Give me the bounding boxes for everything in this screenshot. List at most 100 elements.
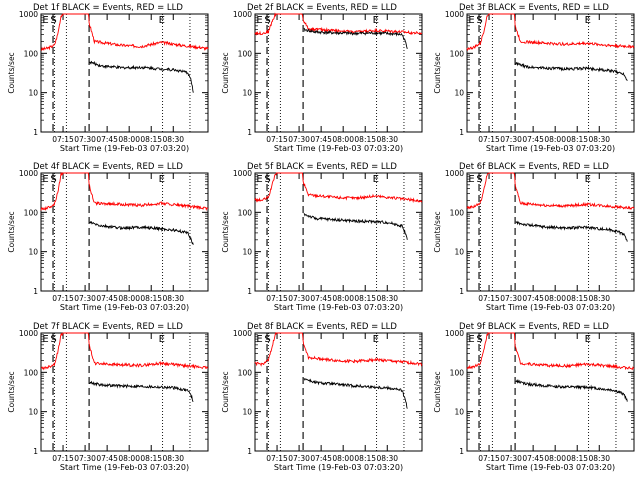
x-tick-label: 07:30 (500, 294, 522, 303)
x-tick-label: 07:45 (96, 294, 118, 303)
plot-title: Det 7f BLACK = Events, RED = LLD (33, 322, 183, 332)
x-axis-label: Start Time (19-Feb-03 07:03:20) (60, 144, 189, 153)
x-tick-label: 08:00 (332, 454, 354, 463)
x-tick-label: 08:00 (544, 454, 566, 463)
events-series-line (303, 378, 408, 409)
x-tick-label: 07:45 (310, 135, 332, 144)
y-axis-label: Counts/sec (7, 211, 16, 252)
plot-det-6: Det 6f BLACK = Events, RED = LLD 1 10 100 10… (433, 162, 635, 312)
marker-letter: E (585, 15, 591, 26)
lld-series-line (40, 171, 209, 211)
events-series-line (89, 380, 194, 402)
plot-frame (466, 332, 635, 452)
y-tick-label: 1000 (445, 10, 464, 19)
marker-letter: S (50, 15, 56, 26)
x-tick-label: 08:30 (376, 454, 398, 463)
x-tick-label: 07:30 (288, 454, 310, 463)
marker-letter: E (468, 15, 474, 26)
x-tick-label: 08:30 (376, 135, 398, 144)
x-tick-label: 08:15 (354, 454, 376, 463)
x-tick-label: 07:15 (52, 454, 74, 463)
x-tick-label: 08:00 (332, 294, 354, 303)
x-tick-label: 07:15 (52, 135, 74, 144)
x-tick-label: 07:30 (288, 294, 310, 303)
events-series-line (89, 60, 194, 93)
x-axis-label: Start Time (19-Feb-03 07:03:20) (486, 144, 615, 153)
x-tick-label: 07:15 (478, 294, 500, 303)
plot-frame (466, 13, 635, 133)
marker-letter: E (256, 334, 262, 345)
y-tick-label: 1000 (445, 169, 464, 178)
y-tick-label: 10 (242, 89, 252, 98)
y-tick-label: 10 (454, 89, 464, 98)
y-tick-label: 1000 (19, 329, 38, 338)
events-series-line (303, 27, 408, 50)
x-axis-label: Start Time (19-Feb-03 07:03:20) (486, 463, 615, 472)
y-tick-label: 1 (247, 447, 252, 456)
y-tick-label: 100 (24, 49, 39, 58)
y-axis-label: Counts/sec (7, 52, 16, 93)
y-tick-label: 10 (454, 408, 464, 417)
y-tick-label: 10 (242, 408, 252, 417)
y-tick-label: 1 (459, 447, 464, 456)
x-tick-label: 08:30 (376, 294, 398, 303)
marker-letter: E (373, 15, 379, 26)
y-axis-label: Counts/sec (433, 52, 442, 93)
y-tick-label: 10 (242, 248, 252, 257)
x-tick-label: 08:15 (566, 294, 588, 303)
plot-det-8: Det 8f BLACK = Events, RED = LLD 1 10 100 10… (221, 322, 423, 472)
marker-letter: S (476, 334, 482, 345)
y-tick-label: 1000 (19, 10, 38, 19)
plot-det-9: Det 9f BLACK = Events, RED = LLD 1 10 100 10… (433, 322, 635, 472)
y-tick-label: 100 (450, 49, 465, 58)
marker-letter: E (159, 15, 165, 26)
plot-det-1: Det 1f BLACK = Events, RED = LLD 1 10 100 10… (7, 3, 209, 153)
marker-letter: E (585, 334, 591, 345)
y-tick-label: 10 (28, 408, 38, 417)
plot-det-3: Det 3f BLACK = Events, RED = LLD 1 10 100 10… (433, 3, 635, 153)
x-tick-label: 07:30 (74, 294, 96, 303)
x-tick-label: 07:15 (266, 135, 288, 144)
lld-series-line (254, 172, 423, 204)
marker-letter: S (264, 334, 270, 345)
x-tick-label: 08:00 (118, 135, 140, 144)
marker-letter: E (468, 174, 474, 185)
lld-series-line (466, 172, 635, 210)
marker-letter: S (264, 15, 270, 26)
y-tick-label: 100 (238, 368, 253, 377)
plot-det-7: Det 7f BLACK = Events, RED = LLD 1 10 100 10… (7, 322, 209, 472)
y-tick-label: 1000 (233, 10, 252, 19)
lld-series-line (254, 12, 423, 36)
y-tick-label: 100 (24, 368, 39, 377)
marker-letter: E (585, 174, 591, 185)
lld-series-line (40, 332, 209, 371)
x-tick-label: 08:00 (118, 294, 140, 303)
y-tick-label: 1 (247, 287, 252, 296)
marker-letter: E (256, 15, 262, 26)
x-tick-label: 07:15 (266, 294, 288, 303)
lld-series-line (466, 13, 635, 52)
events-series-line (303, 213, 408, 240)
marker-letter: E (468, 334, 474, 345)
plot-title: Det 3f BLACK = Events, RED = LLD (459, 3, 609, 13)
y-tick-label: 1 (459, 287, 464, 296)
y-tick-label: 1000 (233, 329, 252, 338)
x-tick-label: 07:30 (500, 135, 522, 144)
marker-letter: E (159, 174, 165, 185)
y-tick-label: 10 (28, 89, 38, 98)
x-tick-label: 08:30 (588, 135, 610, 144)
plot-title: Det 4f BLACK = Events, RED = LLD (33, 162, 183, 172)
x-tick-label: 08:15 (566, 454, 588, 463)
plot-frame (466, 172, 635, 292)
x-tick-label: 07:15 (266, 454, 288, 463)
y-tick-label: 1000 (233, 169, 252, 178)
lld-series-line (40, 13, 209, 51)
marker-letter: E (42, 174, 48, 185)
x-axis-label: Start Time (19-Feb-03 07:03:20) (60, 303, 189, 312)
plot-title: Det 8f BLACK = Events, RED = LLD (247, 322, 397, 332)
marker-letter: E (373, 334, 379, 345)
x-tick-label: 08:15 (566, 135, 588, 144)
y-tick-label: 100 (24, 208, 39, 217)
events-series-line (515, 220, 628, 242)
x-tick-label: 08:30 (162, 454, 184, 463)
